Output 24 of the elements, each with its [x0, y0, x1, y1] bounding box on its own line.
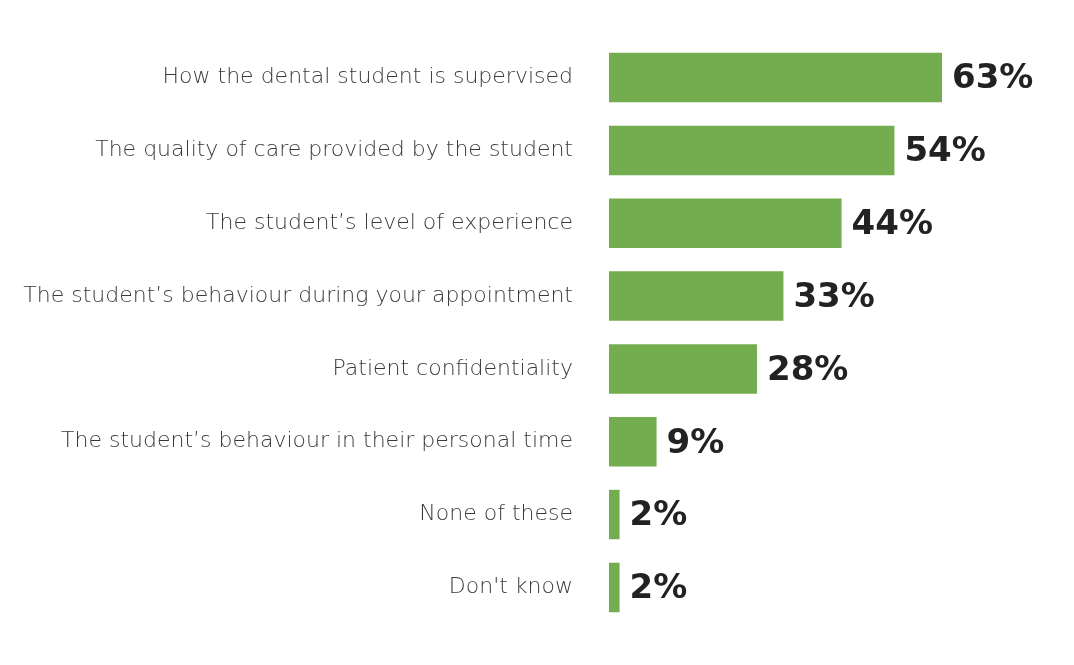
bar [609, 489, 620, 540]
bar [609, 198, 842, 249]
y-tick-label: Patient confidentiality [332, 354, 573, 380]
bar [609, 52, 942, 103]
bar [609, 416, 657, 467]
data-label: 2% [629, 566, 688, 607]
y-tick-label: None of these [419, 500, 573, 526]
y-tick-label: Don't know [448, 573, 573, 599]
data-label: 54% [904, 129, 986, 170]
bar [609, 344, 757, 394]
y-tick-label: The student’s behaviour in their personal time [61, 427, 573, 453]
data-label: 44% [851, 202, 933, 243]
bar [609, 562, 620, 613]
data-label: 28% [767, 347, 849, 388]
data-label: 33% [793, 274, 875, 315]
y-tick-label: The quality of care provided by the student [95, 136, 573, 162]
bar [609, 125, 895, 176]
data-label: 2% [629, 493, 688, 534]
bar [609, 271, 784, 321]
y-tick-label: How the dental student is supervised [162, 63, 573, 89]
data-label: 9% [666, 420, 725, 461]
data-label: 63% [952, 56, 1034, 97]
y-tick-label: The student’s behaviour during your appointment [23, 281, 573, 307]
y-tick-label: The student’s level of experience [206, 208, 573, 234]
